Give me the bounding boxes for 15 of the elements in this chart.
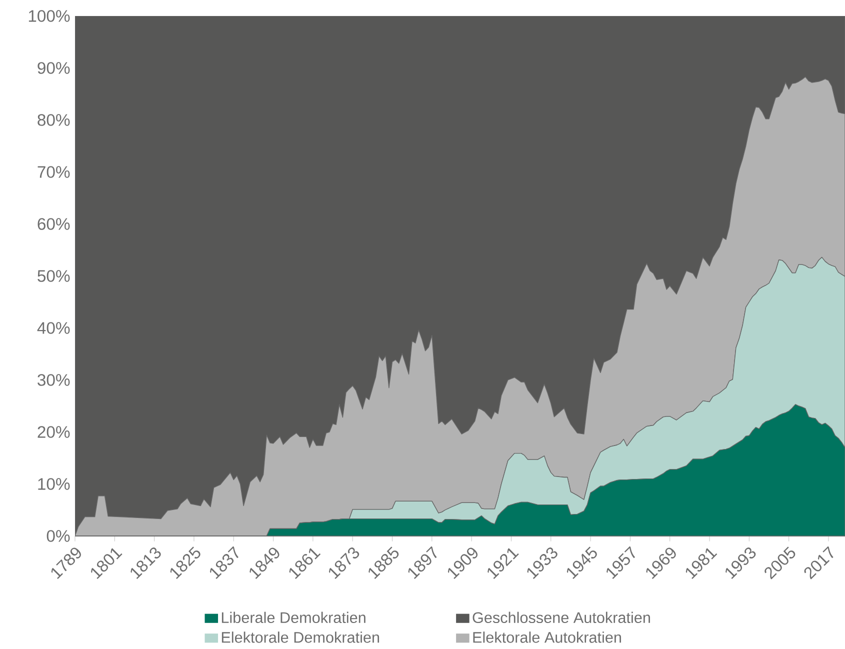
- y-tick-label: 20%: [38, 426, 70, 438]
- y-tick-label: 50%: [38, 270, 70, 282]
- y-tick-label: 90%: [38, 62, 70, 74]
- y-tick-label: 30%: [38, 374, 70, 386]
- y-tick-label: 100%: [28, 10, 70, 22]
- y-tick-label: 60%: [38, 218, 70, 230]
- y-tick-label: 80%: [38, 114, 70, 126]
- legend-label: Elektorale Demokratien: [222, 632, 380, 643]
- legend-label: Elektorale Autokratien: [473, 632, 621, 643]
- y-tick-label: 0%: [46, 530, 70, 542]
- y-tick-label: 40%: [37, 322, 70, 334]
- y-tick-label: 70%: [38, 166, 70, 178]
- legend-label: Liberale Demokratien: [222, 612, 366, 624]
- y-tick-label: 10%: [38, 478, 70, 490]
- legend-label: Geschlossene Autokratien: [472, 612, 650, 624]
